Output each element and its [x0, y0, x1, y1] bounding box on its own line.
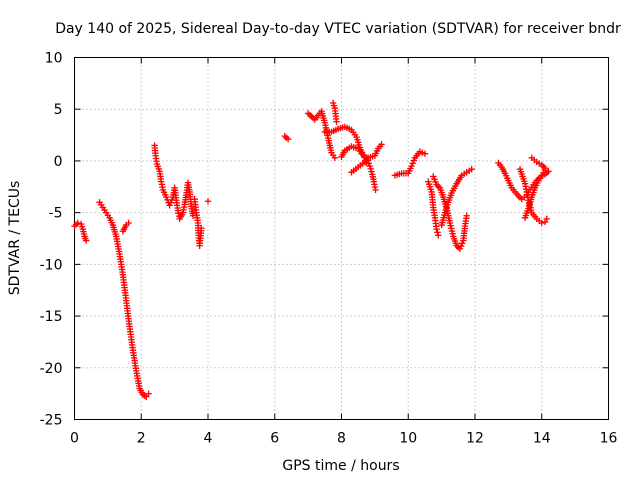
plot-frame — [74, 57, 609, 420]
y-tick-label: 5 — [54, 102, 63, 118]
data-point — [421, 150, 429, 157]
y-tick-label: 0 — [54, 154, 63, 170]
x-tick-label: 12 — [466, 431, 484, 447]
x-tick-label: 8 — [337, 431, 346, 447]
axis-ticks — [74, 57, 609, 420]
data-point — [372, 186, 379, 194]
data-point — [538, 219, 545, 227]
x-tick-labels: 0 2 4 6 8 10 12 14 16 — [70, 431, 617, 447]
x-tick-label: 6 — [270, 431, 279, 447]
y-tick-label: 10 — [45, 51, 63, 67]
data-point — [543, 215, 550, 223]
x-tick-label: 4 — [204, 431, 213, 447]
y-tick-label: -20 — [40, 361, 63, 377]
data-point — [433, 225, 440, 233]
y-tick-label: -25 — [40, 413, 63, 429]
data-point — [378, 141, 385, 148]
data-point — [434, 229, 441, 236]
data-point — [198, 224, 205, 232]
gridlines — [74, 57, 609, 420]
y-tick-label: -15 — [40, 309, 63, 325]
data-point — [82, 237, 90, 244]
data-point — [333, 118, 340, 125]
data-points — [71, 99, 552, 400]
x-tick-label: 14 — [533, 431, 551, 447]
x-tick-label: 0 — [70, 431, 79, 447]
x-tick-label: 2 — [137, 431, 146, 447]
data-point — [541, 164, 549, 172]
y-axis-label: SDTVAR / TECUs — [7, 181, 23, 296]
data-point — [435, 232, 442, 239]
x-tick-label: 16 — [600, 431, 618, 447]
data-point — [331, 154, 339, 162]
data-point — [463, 212, 470, 219]
y-tick-labels: 10 5 0 -5 -10 -15 -20 -25 — [40, 51, 63, 429]
x-tick-label: 10 — [399, 431, 417, 447]
data-point — [468, 166, 475, 173]
data-point — [545, 168, 552, 175]
chart-title: Day 140 of 2025, Sidereal Day-to-day VTE… — [55, 21, 621, 37]
data-point — [204, 198, 212, 205]
data-point — [145, 390, 152, 397]
data-point — [74, 219, 82, 227]
y-tick-label: -10 — [40, 257, 63, 273]
data-point — [125, 219, 132, 227]
data-point — [284, 136, 292, 143]
y-tick-label: -5 — [49, 206, 63, 222]
x-axis-label: GPS time / hours — [282, 458, 399, 474]
